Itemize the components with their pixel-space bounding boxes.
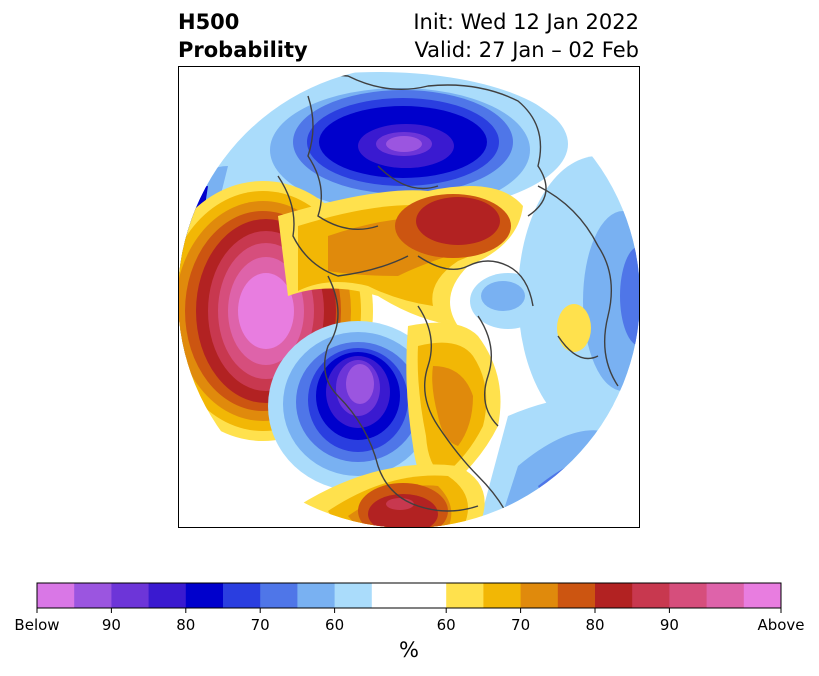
- colorbar-frame: [36, 582, 782, 609]
- colorbar-segment: [334, 583, 373, 608]
- title-init-date: Init: Wed 12 Jan 2022: [413, 10, 639, 34]
- map-frame: [178, 66, 640, 528]
- colorbar-tick-label: 80: [585, 616, 605, 634]
- polar-map: [178, 66, 640, 528]
- colorbar-segment: [185, 583, 224, 608]
- colorbar-tick-label: 70: [250, 616, 270, 634]
- colorbar-tick-label: 80: [176, 616, 196, 634]
- colorbar-segment: [148, 583, 187, 608]
- chart-title-right: Init: Wed 12 Jan 2022 Valid: 27 Jan – 02…: [413, 8, 639, 64]
- colorbar-segment: [446, 583, 484, 608]
- colorbar-tick-label: 60: [436, 616, 456, 634]
- colorbar-segment: [260, 583, 298, 608]
- colorbar-unit-label: %: [399, 638, 419, 662]
- colorbar-segment: [706, 583, 745, 608]
- colorbar-tick-label: 70: [511, 616, 531, 634]
- colorbar-segment: [743, 583, 782, 608]
- colorbar-segment: [595, 583, 633, 608]
- colorbar-segment: [371, 583, 410, 608]
- title-variable: H500: [178, 10, 240, 34]
- title-product: Probability: [178, 38, 308, 62]
- colorbar-segment: [483, 583, 522, 608]
- colorbar-segment: [409, 583, 447, 608]
- colorbar-segment: [557, 583, 596, 608]
- coastlines: [237, 74, 619, 517]
- colorbar-segment: [632, 583, 670, 608]
- colorbar-segment: [297, 583, 336, 608]
- colorbar-segment: [223, 583, 261, 608]
- colorbar-tick-label: 90: [659, 616, 679, 634]
- colorbar-tick-label: Below: [14, 616, 60, 634]
- colorbar-segment: [74, 583, 112, 608]
- colorbar-tick-label: 90: [101, 616, 121, 634]
- colorbar-segment: [520, 583, 559, 608]
- map-panel: [178, 66, 640, 528]
- colorbar-tick-label: Above: [757, 616, 805, 634]
- colorbar-segment: [37, 583, 75, 608]
- title-valid-range: Valid: 27 Jan – 02 Feb: [414, 38, 639, 62]
- colorbar-tick-label: 60: [325, 616, 345, 634]
- colorbar-segment: [669, 583, 708, 608]
- chart-title-left: H500 Probability: [178, 8, 308, 64]
- colorbar-segment: [111, 583, 150, 608]
